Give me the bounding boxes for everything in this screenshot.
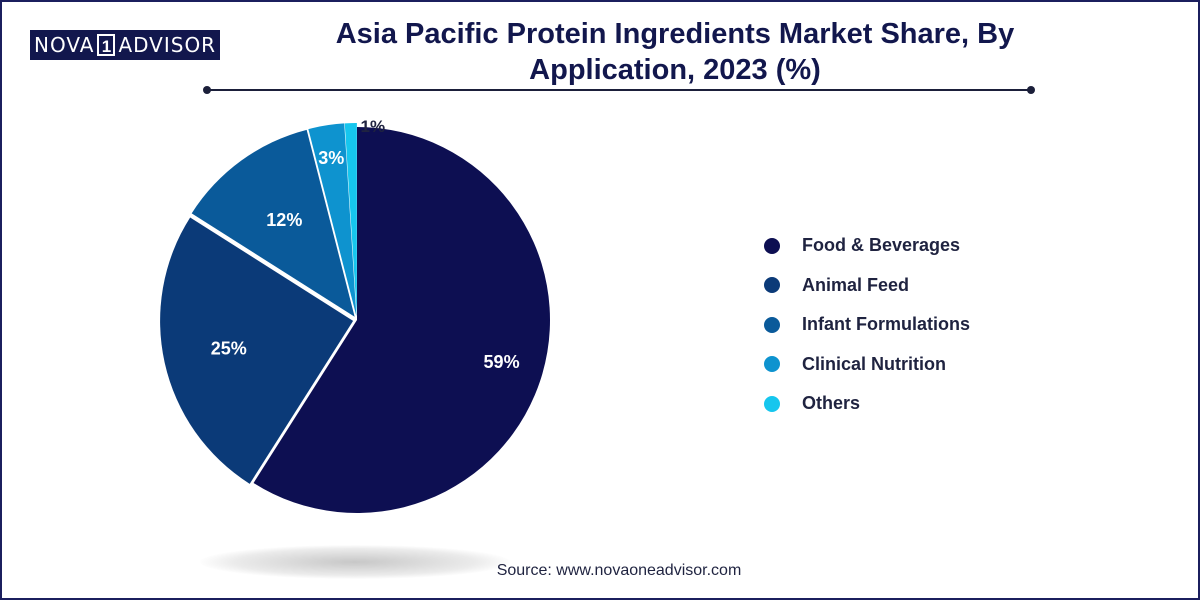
chart-legend: Food & Beverages Animal Feed Infant Formul… xyxy=(764,226,970,424)
pie-slice-clinical-nutrition xyxy=(308,123,357,317)
pie-slice-infant-formulations xyxy=(191,129,355,317)
source-note: Source: www.novaoneadvisor.com xyxy=(0,562,1200,580)
slice-value-label: 3% xyxy=(318,148,344,168)
legend-item: Clinical Nutrition xyxy=(764,345,970,385)
legend-swatch xyxy=(764,237,780,254)
legend-swatch xyxy=(764,316,780,333)
legend-label: Infant Formulations xyxy=(802,314,970,335)
logo-text-left: NOVA xyxy=(34,33,95,57)
legend-item: Animal Feed xyxy=(764,266,970,306)
legend-item: Others xyxy=(764,384,970,424)
source-text: Source: www.novaoneadvisor.com xyxy=(496,562,742,579)
title-divider-dot-right xyxy=(1027,86,1035,94)
brand-logo: NOVA 1 ADVISOR xyxy=(30,30,221,60)
legend-label: Others xyxy=(802,393,861,414)
legend-label: Animal Feed xyxy=(802,274,910,295)
pie-slice-food-beverages xyxy=(253,127,551,513)
legend-label: Food & Beverages xyxy=(802,235,961,256)
legend-item: Infant Formulations xyxy=(764,305,970,345)
logo-mark: 1 xyxy=(97,34,116,56)
legend-label: Clinical Nutrition xyxy=(802,353,946,374)
slice-value-label: 25% xyxy=(211,339,247,359)
title-divider xyxy=(207,89,1031,91)
legend-item: Food & Beverages xyxy=(764,226,970,266)
pie-slice-others xyxy=(344,123,357,317)
legend-swatch xyxy=(764,356,780,373)
legend-swatch xyxy=(764,277,780,294)
legend-swatch xyxy=(764,395,780,412)
chart-title: Asia Pacific Protein Ingredients Market … xyxy=(335,18,1015,86)
slice-value-label: 1% xyxy=(361,117,386,136)
slice-value-label: 12% xyxy=(266,210,302,230)
pie-shadow xyxy=(200,545,510,579)
logo-text-right: ADVISOR xyxy=(118,33,217,57)
title-divider-dot-left xyxy=(203,86,211,94)
slice-value-label: 59% xyxy=(484,352,520,372)
pie-slice-animal-feed xyxy=(160,217,354,484)
